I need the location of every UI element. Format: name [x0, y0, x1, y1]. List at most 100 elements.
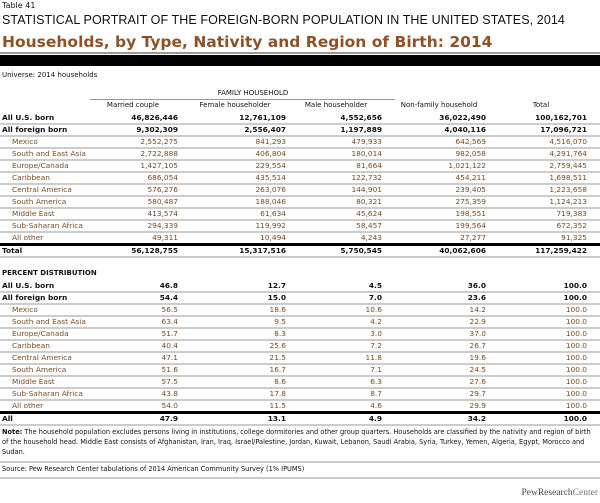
row-label: Sub-Saharan Africa — [0, 388, 102, 401]
cell-non-family: 27.6 — [382, 376, 486, 389]
cell-female-householder: 18.6 — [178, 304, 286, 317]
table-row: All U.S. born 46,826,446 12,761,109 4,552,6… — [0, 113, 600, 125]
table-row: All other 49,311 10,494 4,243 27,277 91,325 — [0, 232, 600, 246]
table-row: Sub-Saharan Africa 294,339 119,992 58,457 19… — [0, 220, 600, 233]
cell-non-family: 37.0 — [382, 328, 486, 341]
cell-female-householder: 11.5 — [178, 400, 286, 414]
cell-female-householder: 10,494 — [178, 232, 286, 246]
cell-married-couple: 2,722,888 — [102, 148, 178, 161]
cell-married-couple: 54.4 — [102, 292, 178, 305]
divider — [0, 52, 600, 54]
cell-female-householder: 15.0 — [178, 292, 286, 305]
cell-married-couple: 63.4 — [102, 316, 178, 329]
cell-married-couple: 580,487 — [102, 196, 178, 209]
cell-total: 1,698,511 — [486, 172, 587, 185]
row-label: All other — [0, 232, 102, 246]
cell-male-householder: 144,901 — [286, 184, 382, 197]
cell-total: 2,759,445 — [486, 160, 587, 173]
row-padding — [587, 220, 600, 233]
row-label: Total — [0, 243, 102, 258]
note-label: Note: — [2, 428, 23, 436]
cell-female-householder: 841,293 — [178, 136, 286, 149]
cell-female-householder: 12,761,109 — [178, 113, 286, 125]
cell-married-couple: 49,311 — [102, 232, 178, 246]
table-row: South America 51.6 16.7 7.1 24.5 100.0 — [0, 364, 600, 377]
cell-female-householder: 435,514 — [178, 172, 286, 185]
row-padding — [587, 243, 600, 258]
row-padding — [587, 411, 600, 426]
percent-heading-table: PERCENT DISTRIBUTION — [0, 268, 600, 278]
cell-married-couple: 47.9 — [102, 411, 178, 426]
row-padding — [587, 208, 600, 221]
universe-label: Universe: 2014 households — [2, 71, 98, 79]
row-padding — [587, 292, 600, 305]
cell-total: 100.0 — [486, 292, 587, 305]
row-padding — [587, 136, 600, 149]
row-label: Europe/Canada — [0, 328, 102, 341]
cell-total: 100.0 — [486, 340, 587, 353]
cell-male-householder: 3.0 — [286, 328, 382, 341]
row-padding — [587, 124, 600, 137]
table-row: South and East Asia 63.4 9.5 4.2 22.9 100.0 — [0, 316, 600, 329]
cell-female-householder: 16.7 — [178, 364, 286, 377]
cell-female-householder: 406,804 — [178, 148, 286, 161]
cell-total: 100.0 — [486, 388, 587, 401]
row-padding — [587, 340, 600, 353]
cell-male-householder: 80,321 — [286, 196, 382, 209]
cell-total: 4,291,764 — [486, 148, 587, 161]
table-row: Europe/Canada 51.7 8.3 3.0 37.0 100.0 — [0, 328, 600, 341]
page-title: STATISTICAL PORTRAIT OF THE FOREIGN-BORN… — [2, 13, 565, 27]
cell-non-family: 27,277 — [382, 232, 486, 246]
cell-total: 100.0 — [486, 400, 587, 414]
cell-married-couple: 47.1 — [102, 352, 178, 365]
cell-non-family: 4,040,116 — [382, 124, 486, 137]
row-padding — [587, 196, 600, 209]
table-row: All foreign born 54.4 15.0 7.0 23.6 100.0 — [0, 292, 600, 305]
cell-male-householder: 122,732 — [286, 172, 382, 185]
row-padding — [587, 281, 600, 293]
cell-total: 672,352 — [486, 220, 587, 233]
cell-non-family: 239,405 — [382, 184, 486, 197]
row-padding — [587, 328, 600, 341]
cell-total: 117,259,422 — [486, 243, 587, 258]
cell-total: 100.0 — [486, 411, 587, 426]
cell-male-householder: 7.2 — [286, 340, 382, 353]
cell-married-couple: 51.6 — [102, 364, 178, 377]
cell-male-householder: 11.8 — [286, 352, 382, 365]
cell-female-householder: 12.7 — [178, 281, 286, 293]
table-row: Mexico 56.5 18.6 10.6 14.2 100.0 — [0, 304, 600, 317]
row-padding — [587, 172, 600, 185]
cell-female-householder: 21.5 — [178, 352, 286, 365]
row-padding — [587, 364, 600, 377]
cell-non-family: 23.6 — [382, 292, 486, 305]
table-row: Europe/Canada 1,427,105 229,554 81,664 1,021… — [0, 160, 600, 173]
row-padding — [587, 388, 600, 401]
cell-married-couple: 40.4 — [102, 340, 178, 353]
row-label: South and East Asia — [0, 148, 102, 161]
cell-married-couple: 56.5 — [102, 304, 178, 317]
cell-non-family: 1,021,122 — [382, 160, 486, 173]
table-row: All 47.9 13.1 4.9 34.2 100.0 — [0, 411, 600, 426]
row-label: Sub-Saharan Africa — [0, 220, 102, 233]
cell-married-couple: 413,574 — [102, 208, 178, 221]
cell-non-family: 982,058 — [382, 148, 486, 161]
row-label: Central America — [0, 184, 102, 197]
cell-male-householder: 5,750,545 — [286, 243, 382, 258]
table-number: Table 41 — [2, 1, 36, 10]
cell-non-family: 34.2 — [382, 411, 486, 426]
cell-male-householder: 7.0 — [286, 292, 382, 305]
cell-female-householder: 8.3 — [178, 328, 286, 341]
row-label: South and East Asia — [0, 316, 102, 329]
row-padding — [587, 148, 600, 161]
cell-married-couple: 576,276 — [102, 184, 178, 197]
table-row: All other 54.0 11.5 4.6 29.9 100.0 — [0, 400, 600, 414]
row-label: South America — [0, 364, 102, 377]
row-label: Mexico — [0, 304, 102, 317]
cell-married-couple: 9,302,309 — [102, 124, 178, 137]
cell-non-family: 26.7 — [382, 340, 486, 353]
row-padding — [587, 304, 600, 317]
cell-male-householder: 8.7 — [286, 388, 382, 401]
cell-non-family: 22.9 — [382, 316, 486, 329]
table-row: All U.S. born 46.8 12.7 4.5 36.0 100.0 — [0, 281, 600, 293]
cell-male-householder: 4,243 — [286, 232, 382, 246]
